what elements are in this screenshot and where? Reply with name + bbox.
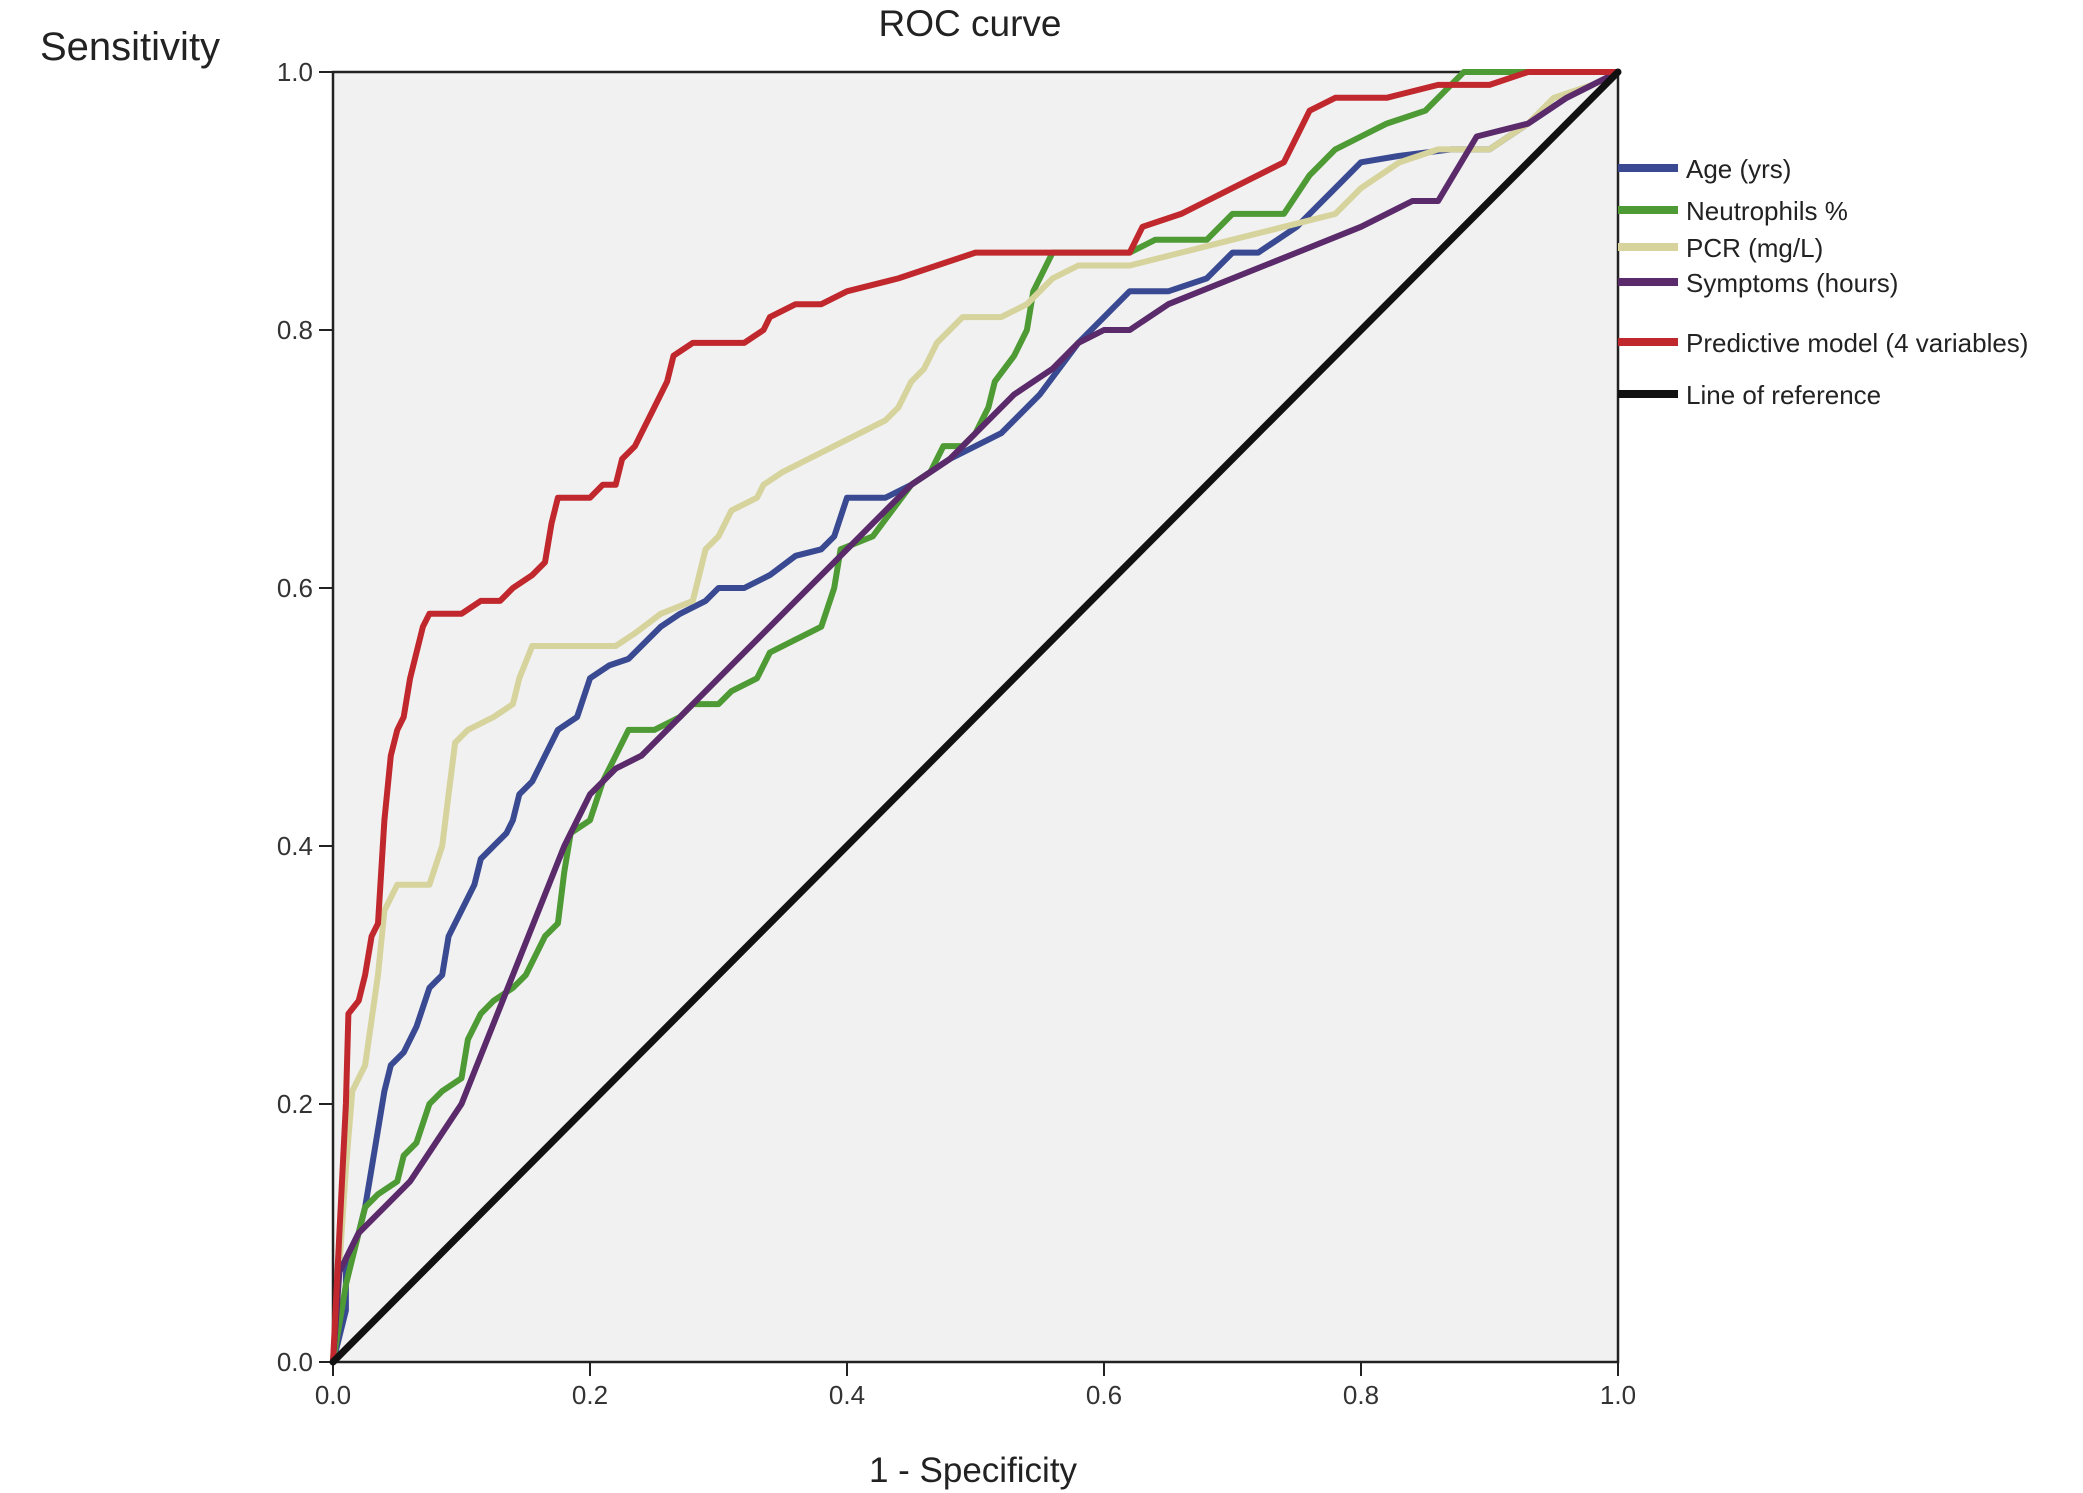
y-tick-label: 0.8 bbox=[277, 315, 313, 345]
x-tick-label: 0.4 bbox=[829, 1380, 865, 1410]
series-line-2 bbox=[330, 69, 1621, 1365]
series-line-5 bbox=[329, 68, 1622, 1366]
series-line-1 bbox=[330, 69, 1621, 1365]
x-tick-label: 1.0 bbox=[1600, 1380, 1636, 1410]
x-axis-label: 1 - Specificity bbox=[869, 1451, 1078, 1490]
y-tick-label: 0.4 bbox=[277, 831, 313, 861]
y-tick-label: 0.6 bbox=[277, 573, 313, 603]
legend-label: Symptoms (hours) bbox=[1686, 268, 1898, 298]
chart-title: ROC curve bbox=[879, 3, 1062, 44]
legend-label: Predictive model (4 variables) bbox=[1686, 328, 2028, 358]
legend-label: Age (yrs) bbox=[1686, 154, 1791, 184]
axes: 0.0 0.2 0.4 0.6 0.8 1.0 0.0 0.2 0.4 0.6 0.8 1.0 bbox=[277, 57, 1636, 1410]
y-tick-label: 1.0 bbox=[277, 57, 313, 87]
series-layer bbox=[329, 68, 1622, 1366]
y-axis-label: Sensitivity bbox=[40, 25, 220, 69]
series-line-3 bbox=[330, 69, 1621, 1365]
legend-label: Line of reference bbox=[1686, 380, 1881, 410]
legend-label: PCR (mg/L) bbox=[1686, 233, 1823, 263]
x-tick-label: 0.6 bbox=[1086, 1380, 1122, 1410]
series-line-4 bbox=[330, 69, 1621, 1365]
series-line-0 bbox=[330, 69, 1621, 1365]
legend-label: Neutrophils % bbox=[1686, 196, 1848, 226]
y-tick-label: 0.0 bbox=[277, 1347, 313, 1377]
x-tick-label: 0.2 bbox=[572, 1380, 608, 1410]
x-tick-label: 0.0 bbox=[315, 1380, 351, 1410]
x-tick-label: 0.8 bbox=[1343, 1380, 1379, 1410]
legend: Age (yrs) Neutrophils % PCR (mg/L) Symptoms… bbox=[1618, 154, 2028, 410]
y-tick-label: 0.2 bbox=[277, 1089, 313, 1119]
